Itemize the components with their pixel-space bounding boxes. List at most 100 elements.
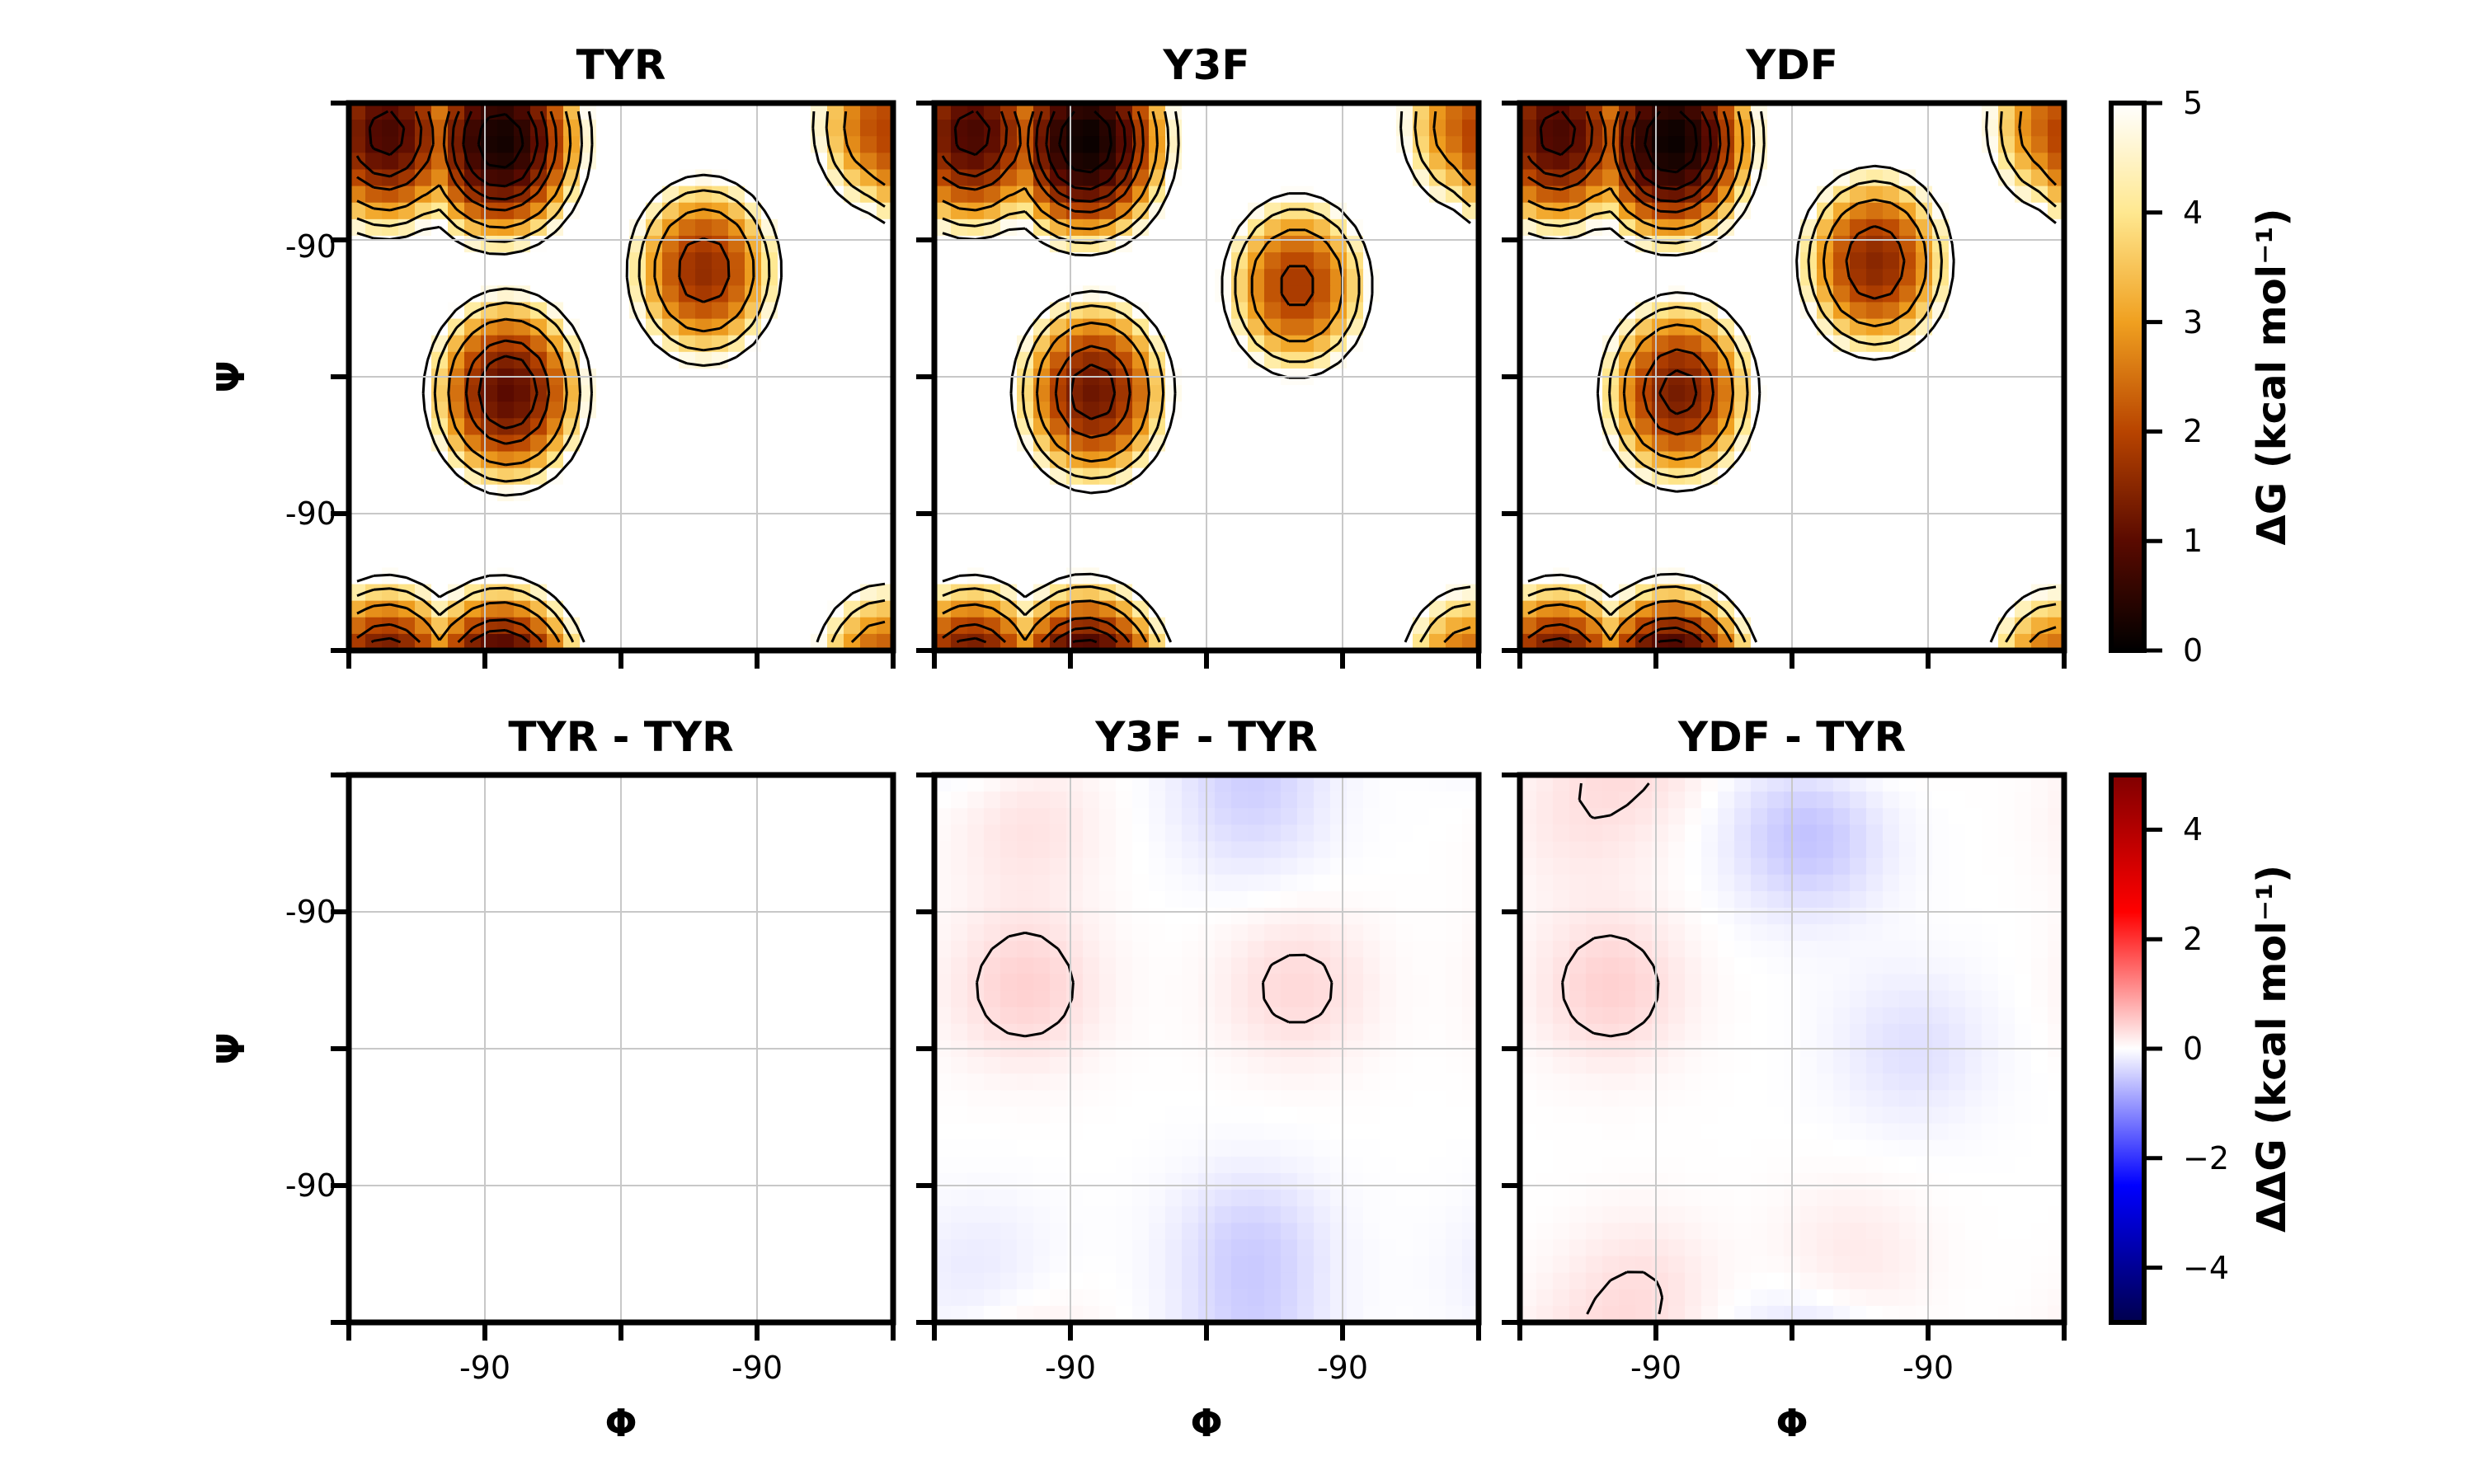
heatmap-cell [934, 857, 952, 876]
heatmap-cell [1000, 791, 1018, 809]
heatmap-cell [514, 1156, 531, 1174]
heatmap-cell [745, 1073, 762, 1091]
y-axis-label: Ψ [209, 360, 253, 392]
heatmap-cell [1767, 351, 1785, 369]
heatmap-cell [778, 418, 795, 436]
heatmap-cell [860, 500, 877, 519]
heatmap-cell [563, 551, 581, 568]
heatmap-cell [1380, 600, 1397, 618]
heatmap-cell [1982, 518, 1999, 535]
heatmap-cell [1553, 551, 1570, 568]
heatmap-cell [1396, 318, 1413, 336]
heatmap-cell [877, 467, 894, 486]
heatmap-cell [860, 874, 877, 892]
heatmap-cell [1520, 534, 1537, 552]
heatmap-cell [679, 1172, 696, 1190]
heatmap-cell [1380, 269, 1397, 286]
heatmap-cell [646, 1206, 663, 1223]
heatmap-cell [1099, 534, 1117, 552]
heatmap-cell [1231, 941, 1249, 958]
heatmap-cell [728, 285, 745, 303]
heatmap-cell [1149, 534, 1166, 552]
heatmap-cell [580, 1139, 597, 1158]
heatmap-cell [2048, 302, 2065, 320]
heatmap-cell [1701, 600, 1719, 618]
heatmap-cell [679, 824, 696, 843]
heatmap-cell [778, 534, 795, 552]
heatmap-cell [530, 1023, 548, 1041]
heatmap-cell [844, 941, 861, 958]
heatmap-cell [1330, 153, 1348, 171]
heatmap-cell [1330, 791, 1348, 809]
heatmap-cell [1347, 957, 1364, 975]
heatmap-cell [811, 907, 828, 925]
heatmap-cell [1297, 941, 1315, 958]
heatmap-cell [1446, 518, 1463, 535]
heatmap-cell [365, 907, 383, 925]
heatmap-cell [2048, 120, 2065, 137]
heatmap-cell [1314, 202, 1331, 220]
heatmap-cell [398, 1057, 416, 1074]
heatmap-cell [1215, 434, 1232, 453]
heatmap-cell [1264, 467, 1282, 486]
heatmap-cell [481, 534, 498, 552]
heatmap-cell [497, 1305, 515, 1323]
heatmap-cell [1899, 202, 1917, 220]
heatmap-cell [1347, 584, 1364, 602]
heatmap-cell [530, 1239, 548, 1257]
heatmap-cell [464, 1139, 482, 1158]
heatmap-cell [778, 584, 795, 602]
heatmap-cell [662, 120, 680, 137]
heatmap-cell [547, 500, 564, 519]
heatmap-cell [778, 841, 795, 859]
heatmap-cell [464, 385, 482, 402]
heatmap-cell [679, 218, 696, 237]
heatmap-cell [646, 467, 663, 486]
heatmap-cell [728, 518, 745, 535]
heatmap-cell [382, 584, 399, 602]
heatmap-cell [1965, 136, 1982, 153]
heatmap-cell [1751, 202, 1768, 220]
heatmap-cell [1586, 467, 1603, 486]
heatmap-cell [1396, 874, 1413, 892]
heatmap-cell [1347, 890, 1364, 909]
heatmap-cell [349, 874, 366, 892]
heatmap-cell [1833, 418, 1851, 436]
heatmap-cell [1668, 534, 1686, 552]
heatmap-cell [481, 1239, 498, 1257]
heatmap-cell [448, 202, 465, 220]
heatmap-cell [1083, 335, 1100, 353]
heatmap-cell [679, 1073, 696, 1091]
heatmap-cell [1231, 791, 1249, 809]
heatmap-cell [646, 600, 663, 618]
heatmap-cell [349, 600, 366, 618]
heatmap-cell [2048, 617, 2065, 635]
heatmap-cell [778, 500, 795, 519]
heatmap-cell [646, 103, 663, 120]
panel-title: YDF [1745, 41, 1838, 89]
heatmap-cell [1017, 318, 1034, 336]
heatmap-cell [448, 584, 465, 602]
heatmap-cell [967, 890, 985, 909]
heatmap-cell [1330, 518, 1348, 535]
heatmap-cell [596, 924, 614, 942]
heatmap-cell [1536, 484, 1554, 502]
heatmap-cell [349, 1106, 366, 1125]
heatmap-cell [1998, 418, 2015, 436]
heatmap-cell [827, 252, 844, 270]
heatmap-cell [497, 1023, 515, 1041]
heatmap-cell [1182, 252, 1199, 270]
heatmap-cell [1413, 534, 1430, 552]
heatmap-cell [530, 551, 548, 568]
heatmap-cell [1429, 907, 1446, 925]
heatmap-cell [1297, 418, 1315, 436]
heatmap-cell [1965, 202, 1982, 220]
heatmap-cell [1635, 153, 1653, 171]
heatmap-cell [1899, 351, 1917, 369]
heatmap-cell [984, 351, 1001, 369]
heatmap-cell [1264, 808, 1282, 825]
heatmap-cell [415, 857, 432, 876]
heatmap-cell [761, 500, 778, 519]
heatmap-cell [1767, 335, 1785, 353]
heatmap-cell [1083, 941, 1100, 958]
